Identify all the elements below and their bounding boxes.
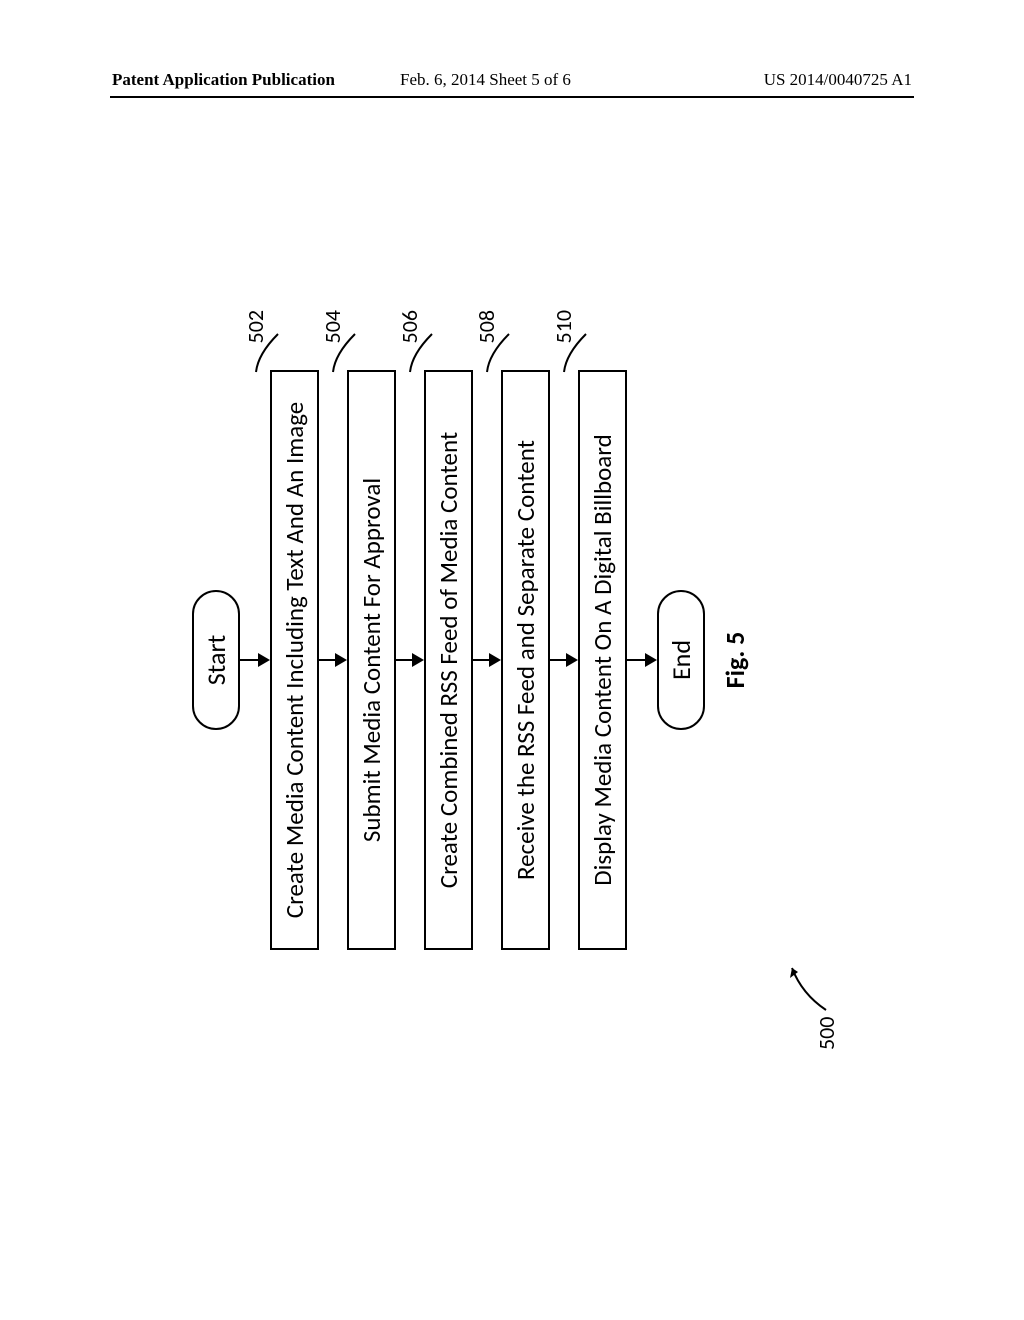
header-rule xyxy=(110,96,914,98)
step-label: Receive the RSS Feed and Separate Conten… xyxy=(510,440,541,880)
figure-label: Fig. 5 xyxy=(719,632,751,689)
arrow xyxy=(396,653,424,667)
leader-line-icon xyxy=(562,330,590,374)
leader-line-icon xyxy=(790,962,830,1012)
step-label: Submit Media Content For Approval xyxy=(356,478,387,842)
arrow xyxy=(319,653,347,667)
leader-line-icon xyxy=(485,330,513,374)
step-508: Receive the RSS Feed and Separate Conten… xyxy=(501,370,550,950)
arrow xyxy=(473,653,501,667)
leader-line-icon xyxy=(408,330,436,374)
step-label: Create Media Content Including Text And … xyxy=(279,402,310,918)
ref-500: 500 xyxy=(813,1017,840,1050)
header-date-sheet: Feb. 6, 2014 Sheet 5 of 6 xyxy=(400,70,571,90)
arrow xyxy=(627,653,657,667)
arrow xyxy=(240,653,270,667)
leader-line-icon xyxy=(254,330,282,374)
flowchart: Start Create Media Content Including Tex… xyxy=(192,280,751,1040)
arrow xyxy=(550,653,578,667)
leader-line-icon xyxy=(331,330,359,374)
step-label: Create Combined RSS Feed of Media Conten… xyxy=(433,432,464,888)
step-504: Submit Media Content For Approval 504 xyxy=(347,370,396,950)
header-publication: Patent Application Publication xyxy=(112,70,335,90)
step-label: Display Media Content On A Digital Billb… xyxy=(587,434,618,886)
header-pub-number: US 2014/0040725 A1 xyxy=(764,70,912,90)
step-502: Create Media Content Including Text And … xyxy=(270,370,319,950)
terminator-end: End xyxy=(657,590,705,730)
patent-figure-page: Patent Application Publication Feb. 6, 2… xyxy=(0,0,1024,1320)
step-510: Display Media Content On A Digital Billb… xyxy=(578,370,627,950)
terminator-start: Start xyxy=(192,590,240,730)
flowchart-container: Start Create Media Content Including Tex… xyxy=(192,280,832,1040)
step-506: Create Combined RSS Feed of Media Conten… xyxy=(424,370,473,950)
